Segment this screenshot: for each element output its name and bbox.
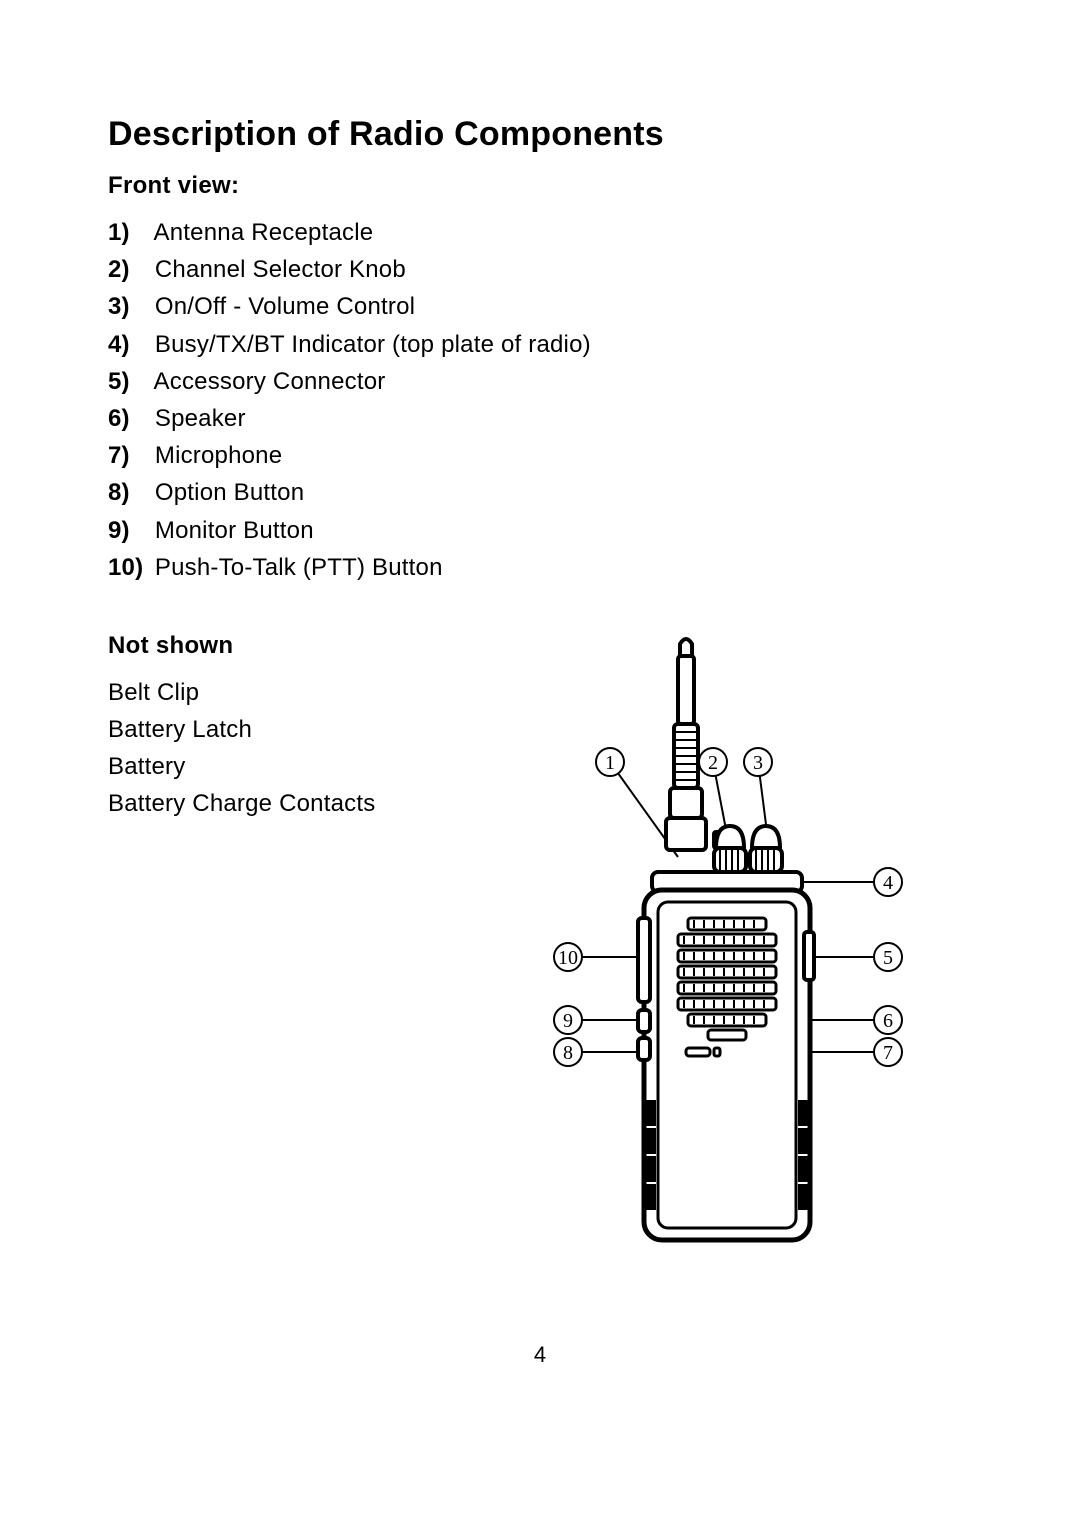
list-item: 10) Push-To-Talk (PTT) Button [108,549,972,586]
list-item: Battery Latch [108,711,468,748]
page-number: 4 [108,1342,972,1368]
item-label: Option Button [155,479,304,506]
item-number: 1) [108,214,148,251]
svg-text:3: 3 [753,752,763,774]
svg-text:8: 8 [563,1042,573,1064]
item-number: 3) [108,288,148,325]
radio-diagram: 1 2 3 4 5 6 7 8 9 10 [488,632,968,1272]
item-label: Antenna Receptacle [154,219,374,246]
page-title: Description of Radio Components [108,115,972,154]
radio-svg: 1 2 3 4 5 6 7 8 9 10 [488,632,968,1272]
list-item: Battery Charge Contacts [108,785,468,822]
svg-text:2: 2 [708,752,718,774]
svg-text:5: 5 [883,947,893,969]
item-label: Monitor Button [155,517,314,544]
item-number: 4) [108,326,148,363]
list-item: 5) Accessory Connector [108,363,972,400]
list-item: 8) Option Button [108,474,972,511]
list-item: 4) Busy/TX/BT Indicator (top plate of ra… [108,326,972,363]
item-number: 6) [108,400,148,437]
item-label: Push-To-Talk (PTT) Button [155,554,443,581]
item-label: On/Off - Volume Control [155,293,415,320]
svg-text:10: 10 [558,947,578,969]
list-item: Belt Clip [108,674,468,711]
list-item: Battery [108,748,468,785]
item-number: 5) [108,363,148,400]
item-label: Speaker [155,405,246,432]
item-label: Busy/TX/BT Indicator (top plate of radio… [155,331,591,358]
list-item: 7) Microphone [108,437,972,474]
item-label: Channel Selector Knob [155,256,406,283]
item-number: 10) [108,549,148,586]
list-item: 1) Antenna Receptacle [108,214,972,251]
not-shown-list: Belt Clip Battery Latch Battery Battery … [108,674,468,823]
item-label: Microphone [155,442,282,469]
list-item: 9) Monitor Button [108,512,972,549]
list-item: 6) Speaker [108,400,972,437]
component-list: 1) Antenna Receptacle 2) Channel Selecto… [108,214,972,586]
item-number: 7) [108,437,148,474]
item-number: 2) [108,251,148,288]
list-item: 3) On/Off - Volume Control [108,288,972,325]
item-label: Accessory Connector [154,368,386,395]
svg-text:7: 7 [883,1042,893,1064]
svg-text:4: 4 [883,872,893,894]
svg-text:1: 1 [605,752,615,774]
item-number: 8) [108,474,148,511]
svg-text:6: 6 [883,1010,893,1032]
item-number: 9) [108,512,148,549]
svg-text:9: 9 [563,1010,573,1032]
list-item: 2) Channel Selector Knob [108,251,972,288]
front-view-heading: Front view: [108,172,972,200]
not-shown-heading: Not shown [108,632,468,660]
